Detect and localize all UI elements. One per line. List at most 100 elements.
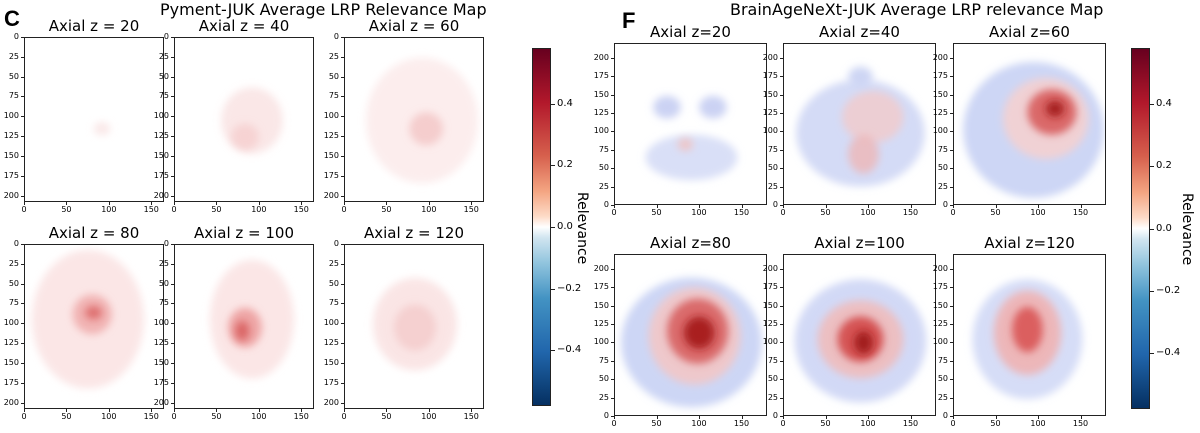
- left-x-tick-label: 100: [251, 412, 267, 421]
- left-colorbar-tick-label: −0.2: [557, 282, 582, 294]
- left-y-tick-label: 50: [328, 278, 339, 288]
- left-heatmap-image: [93, 122, 111, 136]
- right-y-tick-label: 100: [593, 337, 609, 347]
- left-y-tick-mark: [171, 323, 174, 325]
- left-subplot-title: Axial z = 120: [363, 224, 465, 242]
- left-y-tick-mark: [21, 303, 24, 305]
- left-y-tick-mark: [21, 283, 24, 285]
- right-y-tick-mark: [780, 131, 783, 133]
- left-y-tick-label: 50: [158, 71, 169, 81]
- left-y-tick-label: 25: [328, 258, 339, 268]
- right-relevance-region: [842, 90, 904, 143]
- right-colorbar-tick-label: 0.4: [1156, 98, 1172, 110]
- right-x-tick-label: 100: [1030, 208, 1046, 217]
- left-y-tick-label: 0: [163, 239, 169, 248]
- right-x-tick-mark: [825, 205, 827, 208]
- left-relevance-region: [85, 306, 102, 320]
- right-y-tick-mark: [611, 131, 614, 133]
- left-y-tick-mark: [21, 37, 24, 38]
- left-x-tick-label: 100: [421, 412, 437, 421]
- right-x-tick-mark: [1038, 416, 1039, 419]
- right-y-tick-label: 75: [937, 355, 948, 365]
- left-y-tick-label: 50: [328, 71, 339, 81]
- left-x-tick-label: 0: [341, 205, 347, 214]
- left-y-tick-mark: [21, 175, 24, 177]
- right-y-tick-label: 175: [762, 71, 778, 81]
- right-y-tick-mark: [950, 205, 953, 206]
- left-colorbar: [532, 48, 551, 406]
- right-y-tick-label: 50: [598, 374, 609, 384]
- right-colorbar-tick-label: −0.2: [1156, 284, 1181, 296]
- left-heatmap-image: [373, 278, 457, 371]
- left-x-tick-mark: [386, 202, 388, 205]
- right-y-tick-mark: [950, 416, 953, 417]
- right-x-tick-mark: [656, 416, 658, 419]
- left-y-tick-label: 25: [158, 51, 169, 61]
- right-y-tick-mark: [780, 416, 783, 417]
- left-x-tick-mark: [151, 202, 153, 205]
- right-y-tick-mark: [780, 268, 783, 270]
- right-y-tick-label: 200: [593, 52, 609, 62]
- left-x-tick-mark: [258, 202, 260, 205]
- right-x-tick-mark: [614, 205, 615, 208]
- left-y-tick-mark: [341, 343, 344, 345]
- left-y-tick-mark: [341, 56, 344, 58]
- left-colorbar-tick-mark: [551, 227, 555, 228]
- left-heatmap-panel: [174, 37, 314, 202]
- right-y-tick-label: 75: [937, 144, 948, 154]
- right-x-tick-label: 150: [733, 208, 750, 217]
- panel-letter-c: C: [4, 6, 20, 31]
- right-x-tick-label: 100: [691, 208, 707, 217]
- left-y-tick-label: 0: [13, 32, 19, 41]
- left-y-tick-label: 75: [158, 298, 169, 308]
- right-y-tick-mark: [950, 397, 953, 399]
- right-relevance-region: [645, 134, 738, 181]
- right-y-tick-label: 175: [762, 282, 778, 292]
- right-y-tick-mark: [611, 149, 614, 151]
- right-y-tick-mark: [611, 57, 614, 59]
- right-y-tick-mark: [780, 287, 783, 289]
- right-x-tick-mark: [868, 205, 869, 208]
- left-colorbar-tick-mark: [551, 288, 555, 290]
- right-y-tick-label: 25: [598, 392, 609, 402]
- left-y-tick-label: 175: [3, 170, 19, 180]
- left-y-tick-label: 50: [8, 278, 19, 288]
- left-x-tick-mark: [66, 202, 68, 205]
- right-y-tick-label: 200: [593, 263, 609, 273]
- left-x-tick-mark: [301, 202, 303, 205]
- left-x-tick-label: 0: [171, 412, 177, 421]
- right-x-tick-label: 50: [990, 419, 1001, 428]
- right-y-tick-label: 50: [937, 374, 948, 384]
- right-x-tick-mark: [1080, 205, 1082, 208]
- left-y-tick-label: 100: [3, 111, 19, 121]
- left-relevance-region: [231, 123, 259, 151]
- right-y-tick-label: 25: [767, 181, 778, 191]
- left-x-tick-label: 0: [21, 205, 27, 214]
- right-relevance-region: [848, 134, 879, 174]
- right-x-tick-mark: [910, 205, 912, 208]
- left-y-tick-mark: [171, 136, 174, 138]
- left-x-tick-label: 0: [21, 412, 27, 421]
- left-y-tick-mark: [21, 402, 24, 404]
- right-heatmap-image: [796, 66, 925, 187]
- left-y-tick-label: 100: [153, 318, 169, 328]
- left-y-tick-label: 100: [3, 318, 19, 328]
- right-y-tick-mark: [780, 205, 783, 206]
- left-y-tick-label: 75: [328, 91, 339, 101]
- left-y-tick-mark: [21, 76, 24, 78]
- left-y-tick-label: 50: [8, 71, 19, 81]
- right-x-tick-label: 0: [611, 419, 617, 428]
- left-x-tick-label: 50: [381, 205, 392, 214]
- left-y-tick-mark: [21, 362, 24, 364]
- right-colorbar-tick-label: 0.0: [1156, 222, 1172, 234]
- left-y-tick-mark: [341, 283, 344, 285]
- left-y-tick-label: 200: [153, 397, 169, 407]
- left-x-tick-label: 150: [463, 205, 479, 214]
- right-colorbar-tick-mark: [1150, 166, 1154, 168]
- right-x-tick-label: 100: [860, 419, 876, 428]
- left-y-tick-label: 175: [323, 170, 339, 180]
- right-y-tick-mark: [780, 168, 783, 170]
- right-heatmap-panel: [783, 43, 936, 205]
- right-x-tick-mark: [953, 416, 954, 419]
- left-y-tick-label: 150: [153, 150, 169, 160]
